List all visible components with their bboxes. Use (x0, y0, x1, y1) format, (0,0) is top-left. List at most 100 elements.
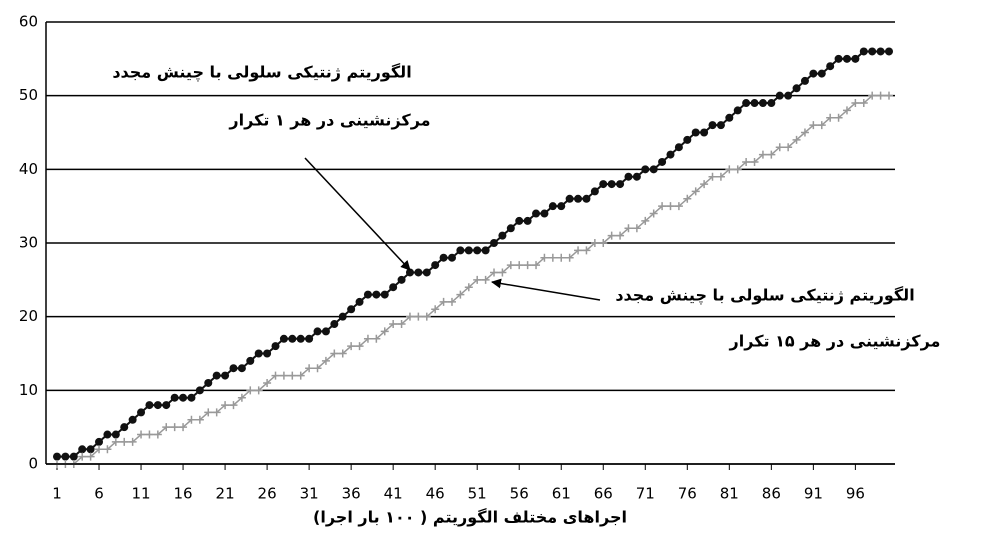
point (288, 334, 297, 343)
point (859, 47, 868, 56)
point (330, 349, 339, 358)
point (212, 408, 221, 417)
x-tick-label: 46 (426, 485, 445, 503)
point (120, 437, 129, 446)
point (834, 113, 843, 122)
x-axis-label: اجراهای مختلف الگوریتم ( ۱۰۰ بار اجرا) (313, 508, 627, 527)
x-tick-label: 31 (300, 485, 319, 503)
x-tick-label: 61 (552, 485, 571, 503)
point (229, 364, 238, 373)
point (632, 224, 641, 233)
point (204, 378, 213, 387)
point (389, 283, 398, 292)
annotation-arrow (304, 157, 411, 271)
x-tick-label: 21 (216, 485, 235, 503)
point (649, 209, 658, 218)
point (590, 187, 599, 196)
point (624, 172, 633, 181)
point (111, 437, 120, 446)
point (86, 452, 95, 461)
point (246, 386, 255, 395)
x-tick-label: 96 (846, 485, 865, 503)
x-tick-label: 1 (52, 485, 62, 503)
point (532, 209, 541, 218)
point (279, 334, 288, 343)
x-tick-label: 41 (384, 485, 403, 503)
point (313, 327, 322, 336)
point (540, 209, 549, 218)
point (120, 423, 129, 432)
point (145, 401, 154, 410)
point (179, 423, 188, 432)
point (616, 180, 625, 189)
annotation: مرکزنشینی در هر ۱ تکرار (228, 111, 430, 130)
point (691, 128, 700, 137)
point (330, 320, 339, 329)
point (414, 268, 423, 277)
point (532, 261, 541, 270)
point (414, 312, 423, 321)
point (700, 180, 709, 189)
point (885, 91, 893, 100)
point (254, 349, 263, 358)
x-tick-label: 76 (678, 485, 697, 503)
y-tick-label: 50 (19, 86, 38, 104)
point (195, 415, 204, 424)
point (725, 165, 734, 174)
point (338, 312, 347, 321)
point (599, 180, 608, 189)
point (607, 180, 616, 189)
point (557, 253, 566, 262)
point (817, 121, 826, 130)
point (775, 143, 784, 152)
point (422, 312, 431, 321)
point (137, 408, 146, 417)
point (271, 342, 280, 351)
point (271, 371, 280, 380)
point (431, 261, 440, 270)
point (498, 268, 507, 277)
point (128, 437, 137, 446)
point (666, 150, 675, 159)
point (506, 224, 515, 233)
point (246, 356, 255, 365)
point (708, 172, 717, 181)
point (456, 246, 465, 255)
point (540, 253, 549, 262)
point (674, 202, 683, 211)
x-tick-label: 11 (131, 485, 150, 503)
point (473, 275, 482, 284)
series-line (57, 94, 889, 465)
point (179, 393, 188, 402)
point (658, 157, 667, 166)
point (464, 246, 473, 255)
point (599, 239, 608, 247)
point (464, 283, 473, 292)
y-tick-label: 40 (19, 160, 38, 178)
point (305, 364, 314, 373)
point (868, 91, 877, 100)
point (397, 275, 406, 284)
point (229, 401, 238, 410)
point (296, 371, 305, 380)
point (447, 297, 456, 306)
point (221, 371, 230, 380)
point (498, 231, 507, 240)
point (658, 202, 667, 211)
point (95, 437, 104, 446)
point (683, 194, 692, 203)
point (153, 430, 162, 439)
point (775, 91, 784, 100)
x-tick-label: 26 (258, 485, 277, 503)
point (288, 371, 297, 380)
point (649, 165, 658, 174)
point (758, 99, 767, 108)
point (204, 408, 213, 417)
point (809, 69, 818, 78)
point (624, 224, 633, 233)
annotation: الگوریتم ژنتیکی سلولی با چینش مجدد (112, 63, 411, 83)
point (876, 47, 885, 56)
point (826, 113, 835, 122)
x-tick-label: 71 (636, 485, 655, 503)
